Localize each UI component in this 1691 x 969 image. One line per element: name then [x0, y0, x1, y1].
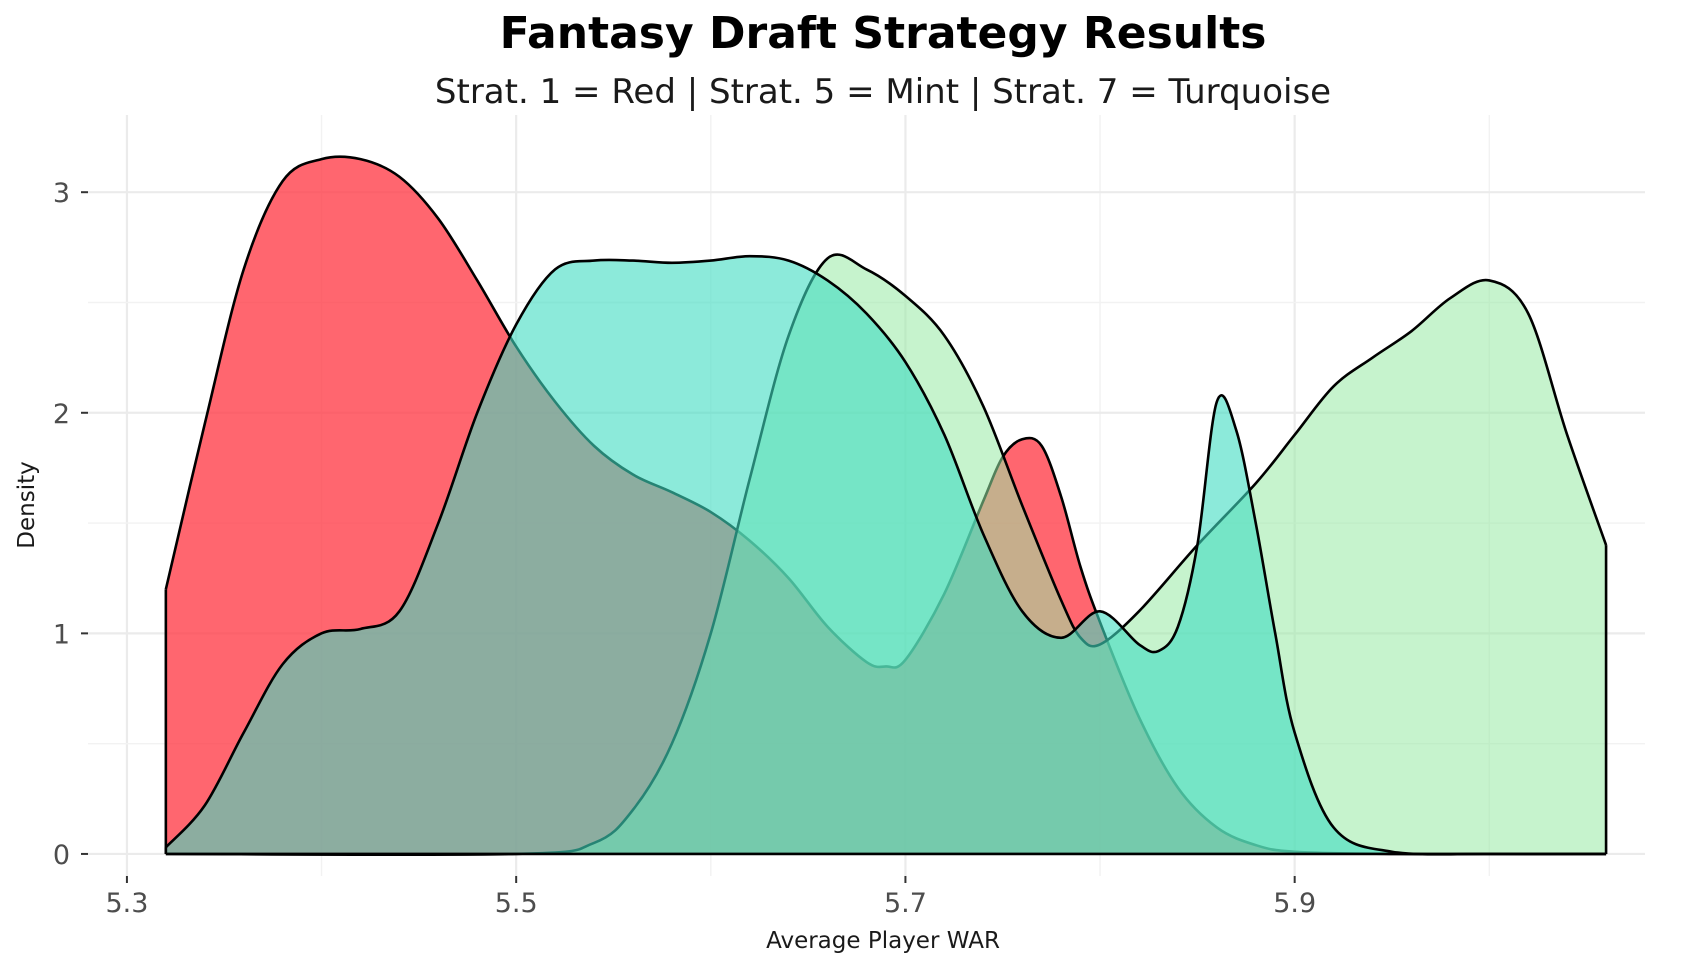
y-axis-ticks: 0 1 2 3: [53, 178, 88, 871]
density-area-3: [165, 256, 1607, 855]
density-areas: [164, 155, 1608, 857]
x-tick-label: 5.5: [495, 888, 538, 919]
x-axis-label: Average Player WAR: [766, 928, 1000, 954]
y-tick-label: 2: [53, 399, 70, 430]
y-axis-label: Density: [14, 461, 40, 548]
chart-subtitle: Strat. 1 = Red | Strat. 5 = Mint | Strat…: [435, 72, 1331, 112]
x-tick-label: 5.7: [884, 888, 927, 919]
x-tick-label: 5.9: [1273, 888, 1316, 919]
density-line-3: [164, 254, 1607, 856]
y-tick-label: 3: [53, 178, 70, 209]
chart-title: Fantasy Draft Strategy Results: [500, 8, 1267, 59]
y-tick-label: 1: [53, 619, 70, 650]
y-tick-label: 0: [53, 840, 70, 871]
x-tick-label: 5.3: [105, 888, 148, 919]
x-axis-ticks: 5.3 5.5 5.7 5.9: [105, 876, 1316, 919]
